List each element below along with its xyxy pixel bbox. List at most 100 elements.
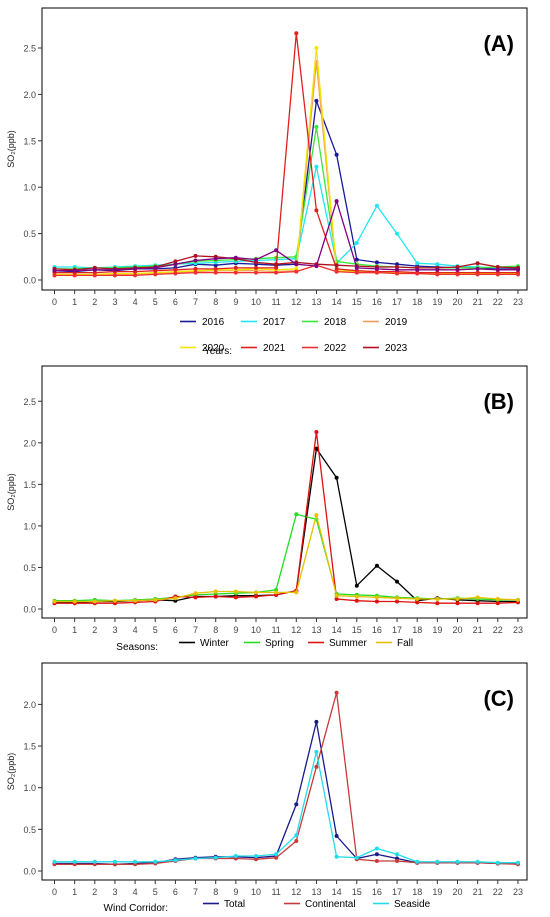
y-tick-label: 1.0 [23,183,36,193]
y-tick-label: 2.5 [23,44,36,54]
x-tick-label: 12 [291,297,301,307]
x-tick-label: 19 [432,887,442,897]
x-tick-label: 23 [513,297,523,307]
x-tick-label: 7 [193,625,198,635]
x-tick-label: 12 [291,625,301,635]
x-tick-label: 21 [473,887,483,897]
data-point [153,272,158,277]
x-tick-label: 16 [372,625,382,635]
data-point [314,513,319,518]
legend-entry: Spring [265,638,294,649]
legend-entry: Fall [397,638,413,649]
data-point [193,258,198,263]
legend-title: Years: [204,346,232,357]
legend-entry: 2018 [324,317,347,328]
x-tick-label: 2 [92,297,97,307]
data-point [274,590,279,595]
x-tick-label: 9 [233,625,238,635]
x-tick-label: 20 [452,297,462,307]
data-point [475,266,480,271]
x-tick-label: 10 [251,297,261,307]
data-point [314,749,319,754]
data-point [173,262,178,267]
x-tick-label: 13 [311,625,321,635]
data-point [354,594,359,599]
data-point [334,269,339,274]
data-point [274,270,279,275]
data-point [233,854,238,858]
x-tick-label: 1 [72,887,77,897]
x-tick-label: 9 [233,297,238,307]
data-point [213,256,218,261]
legend: Wind Corridor: Total Continental Seaside [104,899,431,914]
data-point [254,257,258,262]
x-tick-label: 11 [271,887,280,897]
data-point [173,259,178,264]
data-point [92,270,97,275]
data-point [475,859,480,864]
x-tick-label: 6 [173,887,178,897]
data-point [254,270,258,275]
x-tick-label: 14 [332,625,342,635]
data-point [334,199,339,204]
data-point [374,203,379,208]
data-point [395,599,399,604]
series-line [54,198,518,272]
x-tick-label: 14 [332,297,342,307]
data-point [455,267,460,272]
x-tick-label: 14 [332,887,342,897]
data-point [254,260,258,265]
data-point [495,601,500,606]
data-point [495,597,500,601]
data-point [415,600,420,605]
data-point [314,764,319,769]
series-seaside [52,749,520,865]
x-tick-label: 1 [72,625,77,635]
data-point [415,271,420,276]
legend-entry: Summer [329,638,367,649]
x-tick-label: 0 [52,625,57,635]
x-tick-label: 21 [473,297,483,307]
data-point [516,267,520,272]
legend-title: Wind Corridor: [104,903,168,914]
x-tick-label: 2 [92,887,97,897]
series-line [54,513,518,602]
series-spring [52,512,520,603]
data-point [314,124,319,129]
data-point [193,266,198,271]
y-tick-label: 0.5 [23,229,36,239]
data-point [374,852,379,857]
data-point [455,601,460,606]
data-point [334,690,339,695]
series-line [54,446,518,604]
data-point [395,231,399,236]
data-point [52,268,57,273]
data-point [475,601,480,606]
data-point [133,598,138,603]
data-point [495,860,500,865]
data-point [52,273,57,278]
x-tick-label: 13 [311,297,321,307]
data-point [374,859,379,863]
panel-label: (C) [483,686,514,711]
data-point [314,264,319,269]
data-point [92,273,97,278]
data-point [112,267,117,272]
x-tick-label: 22 [493,297,503,307]
y-axis-label: SO₂(ppb) [6,473,16,511]
data-point [254,265,258,270]
data-point [133,859,138,864]
x-tick-label: 8 [213,887,218,897]
data-point [314,164,319,169]
x-tick-label: 7 [193,297,198,307]
data-point [354,598,359,603]
data-point [495,265,500,269]
data-point [233,265,238,270]
y-tick-label: 2.0 [23,90,36,100]
data-point [213,263,218,268]
x-tick-label: 2 [92,625,97,635]
data-point [112,273,117,278]
y-axis-label: SO₂(ppb) [6,753,16,791]
x-tick-label: 16 [372,297,382,307]
data-point [294,269,299,274]
